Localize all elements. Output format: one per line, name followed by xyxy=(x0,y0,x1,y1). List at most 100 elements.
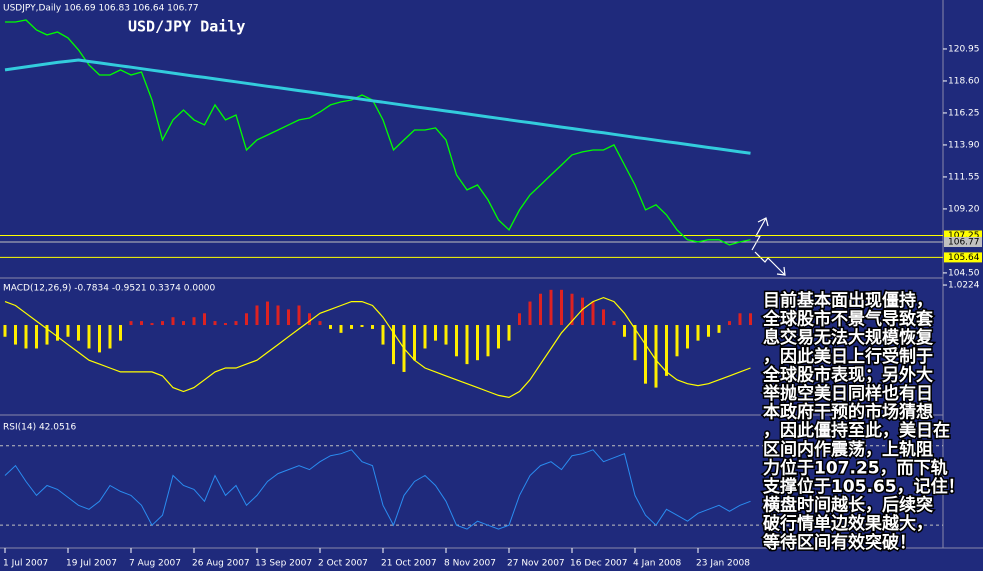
rsi-line xyxy=(4,449,751,530)
histogram-bar xyxy=(297,305,301,326)
histogram-bar xyxy=(549,289,553,326)
histogram-bar xyxy=(56,325,59,341)
histogram-bar xyxy=(633,325,637,361)
histogram-bar xyxy=(749,313,752,326)
histogram-bar xyxy=(140,321,143,326)
histogram-bar xyxy=(455,325,458,357)
annotation-line: 全球股市不景气导致套 xyxy=(762,309,934,330)
level-label: 106.77 xyxy=(948,238,980,248)
y-tick-label: 113.90 xyxy=(948,140,980,150)
histogram-bar xyxy=(392,325,395,365)
histogram-bar xyxy=(434,325,437,341)
x-tick-label: 2 Oct 2007 xyxy=(318,559,368,569)
histogram-bar xyxy=(287,309,290,326)
chart-title: USD/JPY Daily xyxy=(128,18,245,36)
annotation: 目前基本面出现僵持，全球股市不景气导致套息交易无法大规模恢复，因此美日上行受制于… xyxy=(761,289,967,555)
histogram-bar xyxy=(591,301,595,326)
macd-title: MACD(12,26,9) -0.7834 -0.9521 0.3374 0.0… xyxy=(3,284,216,294)
price-line xyxy=(5,19,751,246)
histogram-bar xyxy=(45,325,49,345)
level-label-box xyxy=(944,237,982,248)
histogram-bar xyxy=(161,321,164,326)
y-tick-label: 116.25 xyxy=(948,108,980,118)
y-tick-label: 109.20 xyxy=(948,204,980,214)
x-tick-label: 19 Jul 2007 xyxy=(66,559,117,569)
y-tick-label: 120.95 xyxy=(948,44,980,54)
level-label-box xyxy=(944,230,982,241)
histogram-bar xyxy=(213,321,217,326)
histogram-bar xyxy=(539,293,542,326)
x-tick-label: 4 Jan 2008 xyxy=(633,559,681,569)
histogram-bar xyxy=(476,325,479,361)
annotation-line: 等待区间有效突破！ xyxy=(763,532,916,553)
histogram-bar xyxy=(738,313,742,326)
histogram-bar xyxy=(224,323,227,326)
annotation-line: 全球股市表现；另外大 xyxy=(762,364,933,385)
histogram-bar xyxy=(87,325,91,349)
level-label-box xyxy=(944,252,982,263)
x-tick-label: 16 Dec 2007 xyxy=(570,559,628,569)
histogram-bar xyxy=(507,325,511,341)
histogram-bar xyxy=(3,325,7,337)
histogram-bar xyxy=(518,313,521,326)
histogram-bar xyxy=(381,325,385,345)
histogram-bar xyxy=(182,321,185,326)
histogram-bar xyxy=(654,325,658,388)
annotation-line: 支撑位于105.65，记住！ xyxy=(763,476,965,497)
histogram-bar xyxy=(119,325,122,341)
histogram-bar xyxy=(234,321,238,326)
signal-line xyxy=(4,296,751,399)
histogram-bar xyxy=(339,325,343,333)
annotation-line: 破行情单边效果越大， xyxy=(763,513,933,534)
histogram-bar xyxy=(528,301,532,326)
histogram-bar xyxy=(245,313,248,326)
annotation-line: 本政府干预的市场猜想 xyxy=(763,402,933,423)
histogram-bar xyxy=(413,325,416,361)
histogram-bar xyxy=(66,325,70,337)
annotation-line: 息交易无法大规模恢复 xyxy=(763,327,934,348)
histogram-bar xyxy=(318,321,322,326)
annotation-line: 横盘时间越长，后续突 xyxy=(763,495,933,516)
x-tick-label: 8 Nov 2007 xyxy=(444,559,496,569)
x-tick-label: 13 Sep 2007 xyxy=(255,559,312,569)
histogram-bar xyxy=(329,325,332,329)
histogram-bar xyxy=(108,325,112,349)
level-label: 107.25 xyxy=(948,231,980,241)
histogram-bar xyxy=(171,317,175,326)
annotation-line: 举抛空美日同样也有日 xyxy=(762,383,933,404)
histogram-bar xyxy=(728,321,731,326)
histogram-bar xyxy=(486,325,490,357)
histogram-bar xyxy=(560,289,563,326)
level-label: 105.64 xyxy=(948,253,980,263)
histogram-bar xyxy=(150,323,154,326)
histogram-bar xyxy=(612,321,616,326)
annotation-line: 区间内作震荡，上轨阻 xyxy=(763,439,933,460)
x-tick-label: 23 Jan 2008 xyxy=(696,559,750,569)
y-tick-label: 104.50 xyxy=(948,268,980,278)
histogram-bar xyxy=(665,325,668,376)
x-tick-label: 26 Aug 2007 xyxy=(192,559,250,569)
histogram-bar xyxy=(675,325,679,357)
x-tick-label: 1 Jul 2007 xyxy=(3,559,48,569)
histogram-bar xyxy=(24,325,28,349)
y-tick-label: 111.55 xyxy=(948,172,980,182)
histogram-bar xyxy=(255,305,259,326)
annotation-line: 力位于107.25，而下轨 xyxy=(763,457,948,478)
rsi-title: RSI(14) 42.0516 xyxy=(3,423,76,433)
histogram-bar xyxy=(98,325,101,353)
moving-average xyxy=(4,58,751,155)
histogram-bar xyxy=(644,325,647,384)
histogram-bar xyxy=(308,313,311,326)
histogram-bar xyxy=(623,325,626,337)
histogram-bar xyxy=(35,325,38,349)
histogram-bar xyxy=(14,325,17,345)
histogram-bar xyxy=(581,297,584,326)
histogram-bar xyxy=(276,305,280,326)
histogram-bar xyxy=(717,325,721,333)
histogram-bar xyxy=(371,325,374,329)
histogram-bar xyxy=(203,313,206,326)
histogram-bar xyxy=(423,325,427,349)
histogram-bar xyxy=(350,325,353,329)
x-tick-label: 21 Oct 2007 xyxy=(381,559,437,569)
